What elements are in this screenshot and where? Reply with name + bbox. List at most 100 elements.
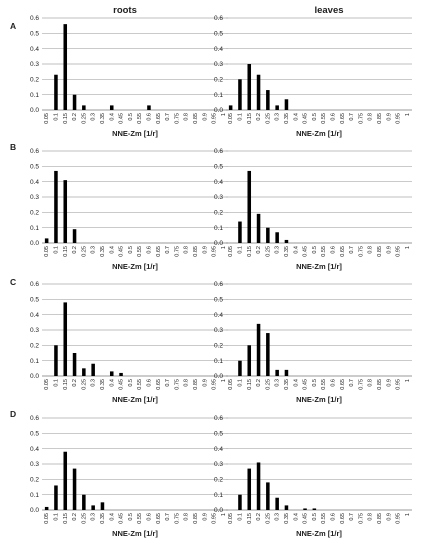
panel-a-roots: 0.00.10.20.30.40.50.60.05 0.1 0.15 0.2 0.25 0…: [30, 15, 228, 138]
bar-0.35: [100, 502, 105, 510]
x-tick-label: 0.35: [284, 379, 290, 390]
x-tick-label: 0.15: [63, 113, 69, 124]
y-tick-label: 0.5: [30, 164, 39, 171]
x-tick-label: 1: [405, 379, 411, 382]
row-label-d: D: [10, 409, 16, 419]
y-tick-label: 0.6: [30, 281, 39, 288]
x-tick-label: 0.1: [53, 513, 59, 521]
y-tick-label: 0.0: [30, 107, 39, 114]
x-tick-label: 0.05: [44, 246, 50, 257]
bar-0.1: [54, 170, 58, 243]
y-tick-label: 0.5: [214, 297, 223, 304]
x-tick-label: 0.5: [312, 513, 318, 521]
x-tick-label: 0.55: [137, 246, 143, 257]
x-tick-label: 0.2: [72, 379, 78, 387]
x-tick-label: 0.85: [193, 113, 199, 124]
panel-a-leaves: 0.00.10.20.30.40.50.60.05 0.1 0.15 0.2 0.25 0…: [214, 15, 412, 138]
y-tick-label: 0.6: [214, 15, 223, 22]
y-tick-label: 0.2: [30, 210, 39, 217]
x-axis-label: NNE-Zm [1/r]: [296, 395, 342, 404]
x-tick-label: 0.85: [193, 379, 199, 390]
y-tick-label: 0.4: [30, 446, 39, 453]
y-tick-label: 0.2: [214, 77, 223, 84]
x-tick-label: 0.65: [340, 513, 346, 524]
bar-0.25: [82, 105, 86, 110]
bar-0.15: [247, 64, 252, 110]
y-tick-label: 0.5: [30, 31, 39, 38]
x-tick-label: 0.45: [303, 513, 309, 524]
x-tick-label: 0.55: [321, 513, 327, 524]
x-tick-label: 0.6: [146, 513, 152, 521]
x-tick-label: 0.6: [330, 513, 336, 521]
y-tick-label: 0.1: [214, 358, 223, 365]
bar-0.15: [247, 345, 252, 376]
y-tick-label: 0.4: [30, 46, 39, 53]
x-tick-label: 0.6: [146, 379, 152, 387]
y-tick-label: 0.2: [214, 343, 223, 350]
x-tick-label: 0.2: [256, 379, 262, 387]
x-tick-label: 0.9: [202, 246, 208, 254]
x-tick-label: 0.55: [321, 113, 327, 124]
x-tick-label: 0.55: [137, 113, 143, 124]
x-tick-label: 0.65: [156, 379, 162, 390]
y-tick-label: 0.3: [30, 461, 39, 468]
x-tick-label: 0.1: [53, 379, 59, 387]
bar-0.2: [256, 462, 261, 510]
x-tick-label: 0.5: [128, 113, 134, 121]
column-title-roots: roots: [113, 5, 137, 16]
x-tick-label: 0.15: [247, 379, 253, 390]
bar-0.25: [82, 368, 86, 376]
y-tick-label: 0.6: [30, 148, 39, 155]
x-tick-label: 0.2: [256, 113, 262, 121]
x-tick-label: 1: [221, 379, 227, 382]
panel-c-roots: 0.00.10.20.30.40.50.60.05 0.1 0.15 0.2 0.25 0…: [30, 281, 228, 404]
y-tick-label: 0.6: [30, 415, 39, 422]
x-tick-label: 0.3: [91, 113, 97, 121]
x-tick-label: 0.3: [275, 246, 281, 254]
panel-b-leaves: 0.00.10.20.30.40.50.60.05 0.1 0.15 0.2 0.25 0…: [214, 148, 412, 271]
x-tick-label: 0.45: [119, 113, 125, 124]
x-tick-label: 0.7: [349, 113, 355, 121]
x-tick-label: 0.8: [368, 513, 374, 521]
y-tick-label: 0.4: [30, 312, 39, 319]
x-tick-label: 0.65: [156, 246, 162, 257]
bar-0.15: [63, 451, 68, 510]
bar-0.2: [256, 213, 261, 243]
x-tick-label: 0.65: [340, 379, 346, 390]
x-tick-label: 0.5: [312, 246, 318, 254]
x-tick-label: 0.35: [100, 113, 106, 124]
x-tick-label: 0.6: [330, 379, 336, 387]
x-tick-label: 0.7: [165, 246, 171, 254]
x-tick-label: 0.3: [91, 246, 97, 254]
x-tick-label: 0.25: [81, 113, 87, 124]
bar-0.4: [109, 105, 114, 110]
bar-0.1: [238, 360, 242, 376]
x-tick-label: 1: [221, 113, 227, 116]
bar-0.05: [44, 506, 49, 510]
y-tick-label: 0.1: [30, 92, 39, 99]
bar-0.3: [275, 105, 279, 110]
x-tick-label: 0.95: [396, 246, 402, 257]
x-tick-label: 0.25: [81, 513, 87, 524]
bar-0.2: [72, 353, 77, 376]
bar-0.1: [54, 485, 58, 510]
x-tick-label: 0.7: [165, 379, 171, 387]
bar-0.2: [256, 74, 261, 110]
x-tick-label: 0.95: [212, 513, 218, 524]
y-tick-label: 0.4: [214, 312, 223, 319]
bar-0.25: [82, 494, 86, 510]
x-tick-label: 0.1: [237, 113, 243, 121]
bar-0.1: [54, 345, 58, 376]
x-tick-label: 0.5: [312, 113, 318, 121]
y-tick-label: 0.1: [214, 492, 223, 499]
y-tick-label: 0.1: [30, 358, 39, 365]
x-tick-label: 0.7: [165, 113, 171, 121]
x-tick-label: 0.9: [202, 379, 208, 387]
y-tick-label: 0.4: [214, 46, 223, 53]
y-tick-label: 0.2: [30, 343, 39, 350]
x-axis-label: NNE-Zm [1/r]: [296, 129, 342, 138]
x-tick-label: 0.75: [174, 379, 180, 390]
bar-0.2: [256, 323, 261, 376]
